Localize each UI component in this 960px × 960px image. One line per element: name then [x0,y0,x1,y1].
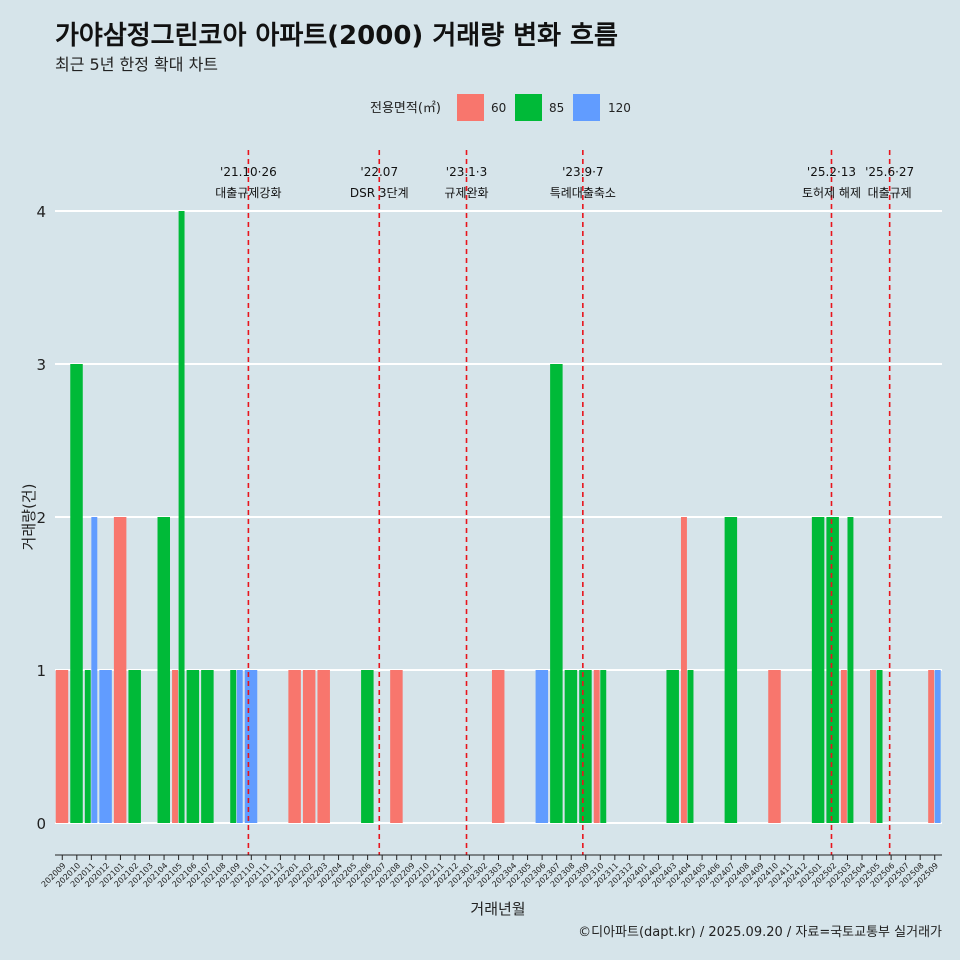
event-date: '25.6·27 [865,165,914,179]
y-tick-label: 2 [36,509,46,527]
bar-202208-60 [390,670,403,823]
y-tick-label: 0 [36,815,46,833]
event-label: 대출규제강화 [215,186,281,200]
chart-title: 가야삼정그린코아 아파트(2000) 거래량 변화 흐름 [55,21,618,51]
event-label: 대출규제 [868,186,912,200]
bar-202501-85 [811,517,825,823]
bar-202308-85 [564,670,578,823]
event-date: '23.9·7 [562,165,603,179]
y-tick-label: 1 [36,662,46,680]
bar-202203-60 [317,670,330,823]
bar-202105-85 [178,211,185,823]
bar-202310-85 [600,670,607,823]
bar-202011-85 [84,670,91,823]
bar-202010-85 [70,364,83,823]
bar-202404-60 [680,517,687,823]
bar-202309-85 [579,670,592,823]
legend-label-120: 120 [608,101,631,115]
bar-202107-85 [201,670,214,823]
bar-202102-85 [128,670,141,823]
bar-202505-60 [870,670,876,823]
bar-202201-60 [288,670,301,823]
legend-swatch-120 [573,94,600,121]
bar-202502-85 [826,517,839,823]
bar-202503-60 [840,670,847,823]
event-date: '23.1·3 [446,165,487,179]
event-date: '21.10·26 [220,165,277,179]
bar-202509-60 [928,670,935,823]
legend-title: 전용면적(㎡) [370,101,441,116]
bar-202011-120 [91,517,98,823]
bar-202307-85 [550,364,563,823]
bar-202403-85 [666,670,679,823]
bar-202509-120 [934,670,941,823]
event-label: 규제완화 [444,186,488,200]
bar-202105-60 [172,670,178,823]
event-label: 특례대출축소 [550,186,616,200]
bar-202012-120 [99,670,112,823]
bar-202410-60 [768,670,781,823]
bar-202009-60 [55,670,69,823]
y-axis-title: 거래량(건) [20,484,38,551]
bar-202104-85 [157,517,170,823]
legend-label-85: 85 [549,101,564,115]
x-axis: 2020092020102020112020122021012021022021… [40,854,942,889]
bar-202404-85 [687,670,694,823]
event-label: 토허제 해제 [802,186,861,200]
legend: 전용면적(㎡) 60 85 120 [370,94,631,121]
bar-202202-60 [302,670,316,823]
x-axis-title: 거래년월 [470,900,525,918]
chart-subtitle: 최근 5년 한정 확대 차트 [55,55,218,74]
bar-202303-60 [491,670,505,823]
bar-202106-85 [186,670,200,823]
legend-swatch-85 [515,94,542,121]
bar-202206-85 [361,670,374,823]
bar-202306-120 [535,670,549,823]
legend-label-60: 60 [491,101,506,115]
event-date: '25.2·13 [807,165,856,179]
bars [55,211,941,823]
bar-202110-120 [244,670,258,823]
bar-202407-85 [724,517,738,823]
event-markers: '21.10·26 대출규제강화 '22.07 DSR 3단계 '23.1·3 규제완화 '… [215,150,914,855]
bar-202310-60 [593,670,600,823]
y-tick-label: 4 [36,203,46,221]
bar-202109-85 [230,670,237,823]
event-label: DSR 3단계 [350,186,409,200]
bar-202101-60 [113,517,127,823]
caption: ©디아파트(dapt.kr) / 2025.09.20 / 자료=국토교통부 실… [578,925,942,940]
bar-202505-85 [876,670,883,823]
legend-swatch-60 [457,94,484,121]
y-tick-label: 3 [36,356,46,374]
bar-202503-85 [847,517,854,823]
event-date: '22.07 [360,165,398,179]
bar-202109-120 [236,670,243,823]
y-axis: 0 1 2 3 4 [36,203,46,833]
